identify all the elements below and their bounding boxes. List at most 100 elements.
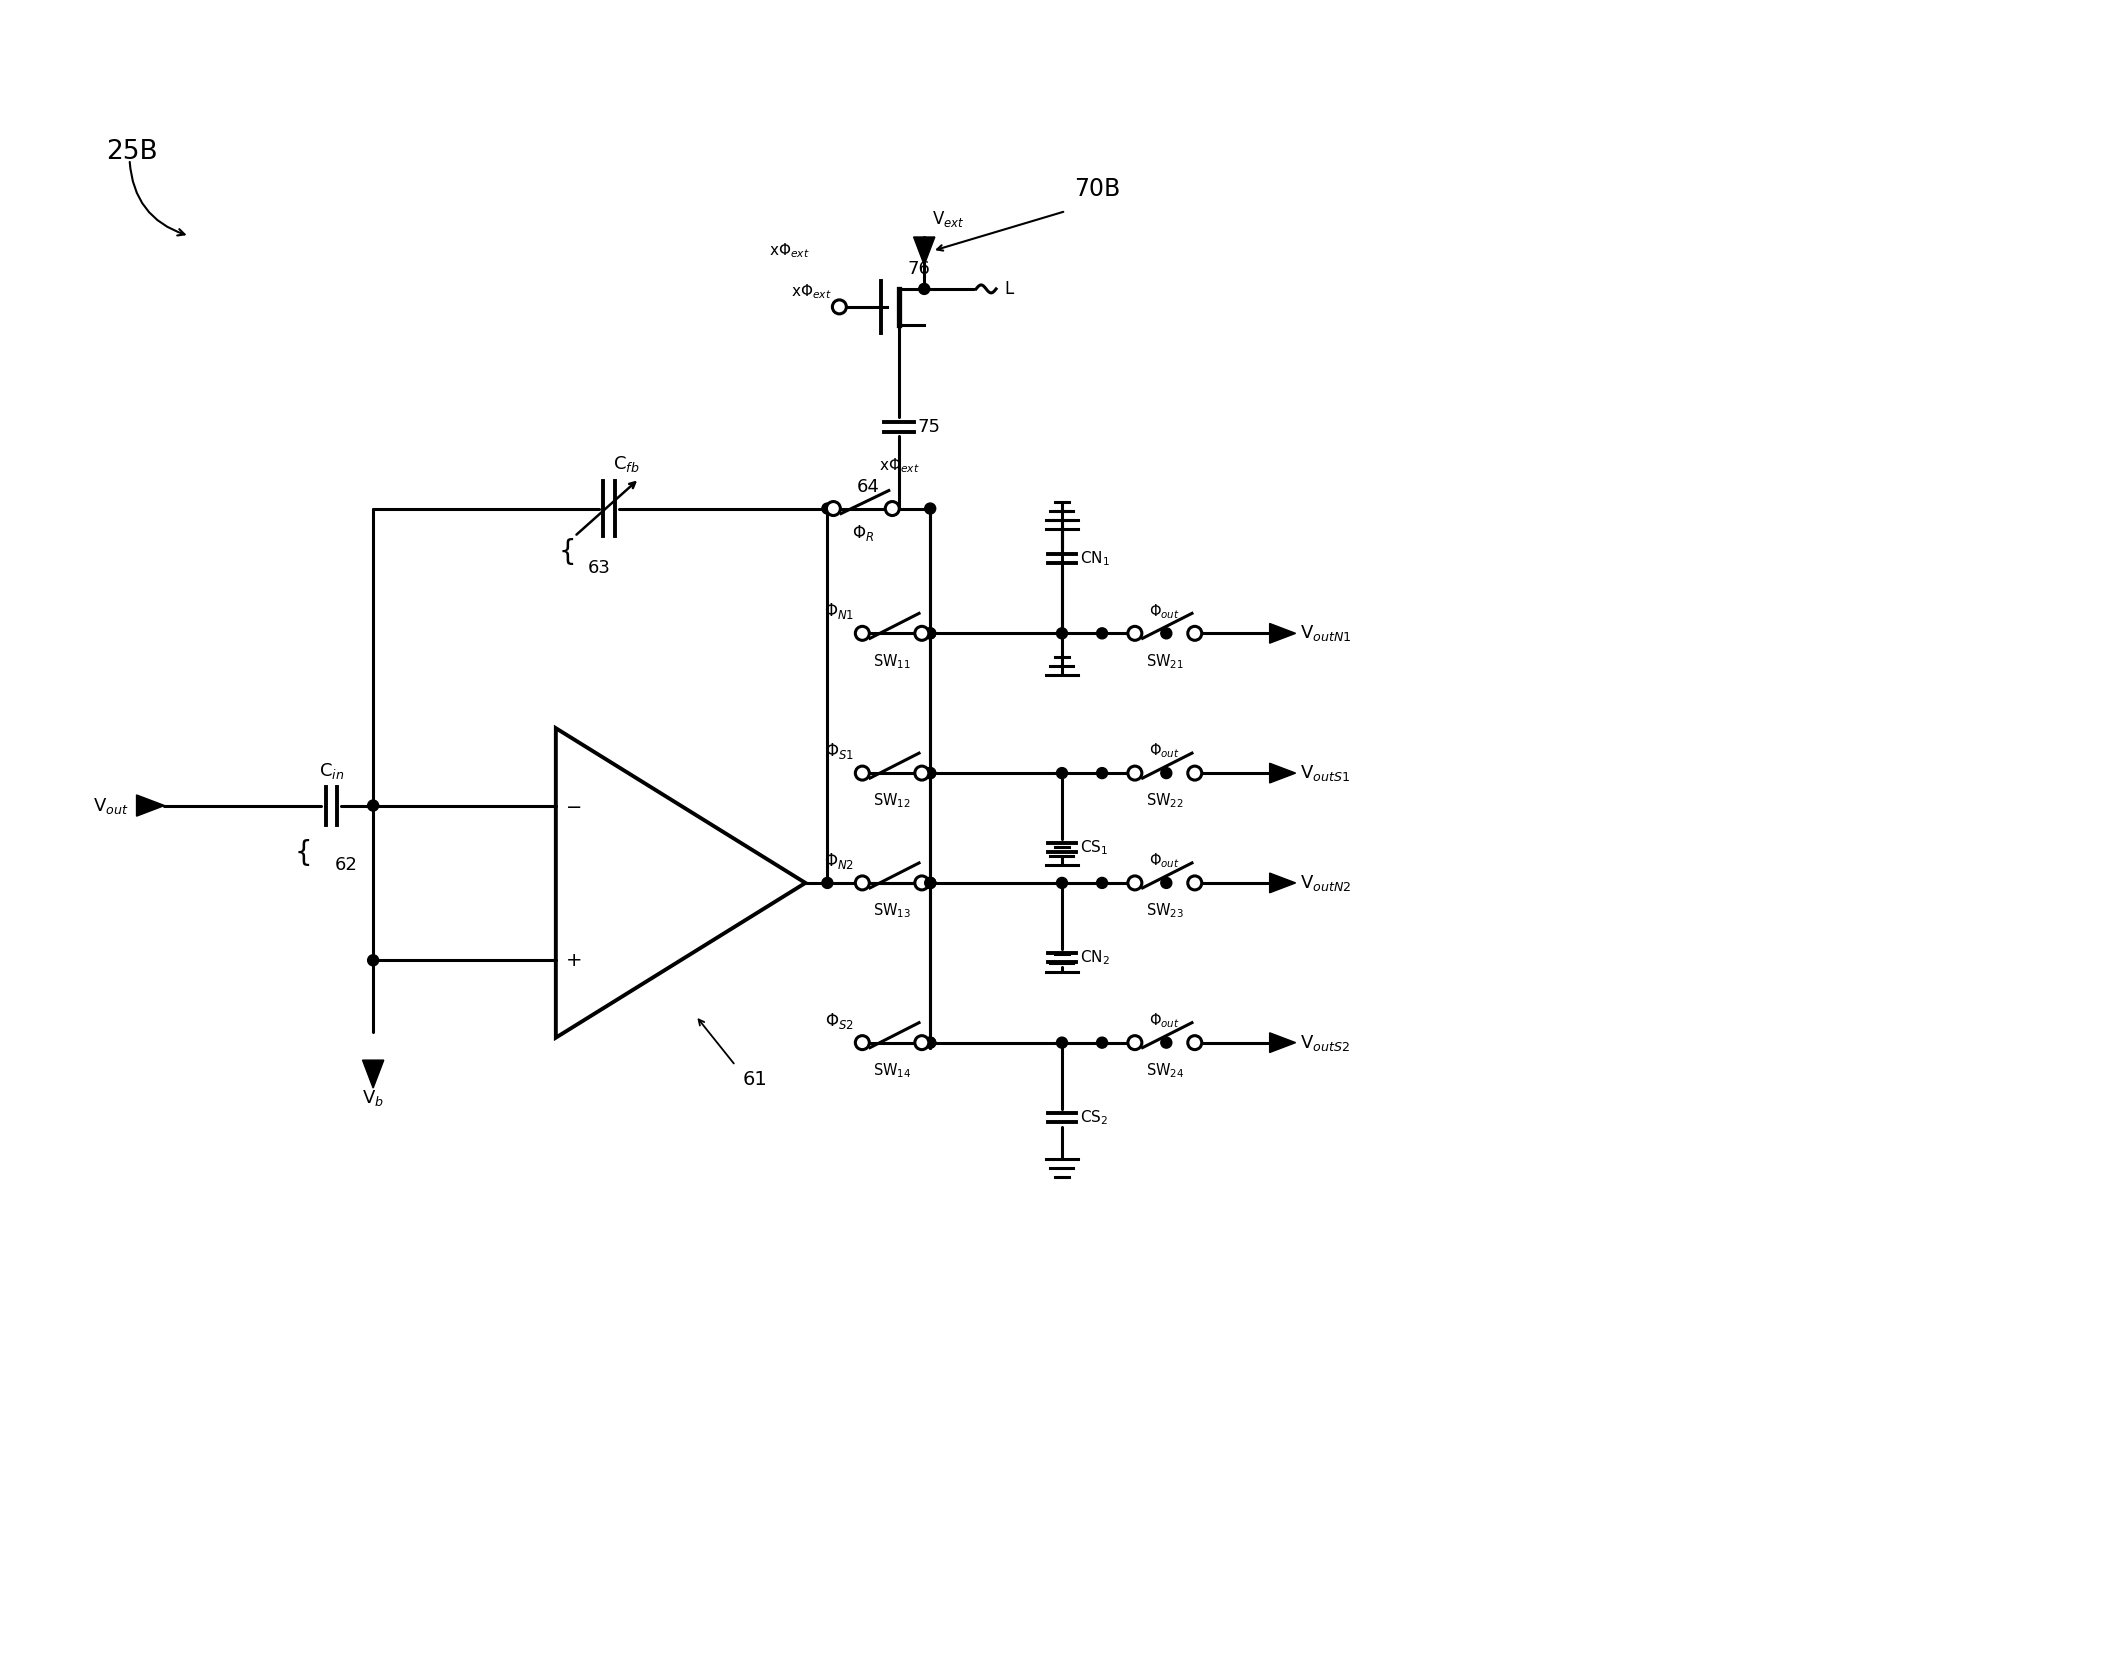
Circle shape: [1188, 767, 1203, 780]
Circle shape: [855, 1036, 869, 1049]
Circle shape: [823, 878, 833, 888]
Text: SW$_{23}$: SW$_{23}$: [1146, 901, 1184, 920]
Text: L: L: [1004, 279, 1013, 298]
Circle shape: [1129, 1036, 1142, 1049]
Circle shape: [924, 502, 935, 514]
Text: 76: 76: [907, 259, 931, 278]
Text: CN$_2$: CN$_2$: [1080, 948, 1110, 968]
Text: CN$_1$: CN$_1$: [1080, 549, 1110, 567]
Text: $\Phi_{N1}$: $\Phi_{N1}$: [825, 602, 855, 622]
Text: {: {: [295, 840, 312, 868]
Circle shape: [924, 1038, 935, 1048]
Circle shape: [1188, 876, 1203, 890]
Text: SW$_{21}$: SW$_{21}$: [1146, 652, 1184, 670]
Text: 75: 75: [918, 417, 941, 436]
Text: SW$_{14}$: SW$_{14}$: [874, 1061, 912, 1079]
Text: SW$_{12}$: SW$_{12}$: [874, 792, 912, 810]
Text: V$_{out}$: V$_{out}$: [93, 795, 129, 815]
Text: $\Phi_{S2}$: $\Phi_{S2}$: [825, 1011, 855, 1031]
Circle shape: [924, 768, 935, 778]
Text: $\Phi_{S1}$: $\Phi_{S1}$: [825, 742, 855, 762]
Circle shape: [916, 767, 928, 780]
Text: SW$_{22}$: SW$_{22}$: [1146, 792, 1184, 810]
Text: 63: 63: [587, 559, 610, 577]
Circle shape: [924, 629, 935, 639]
Circle shape: [916, 627, 928, 640]
Text: C$_{in}$: C$_{in}$: [319, 760, 344, 780]
Circle shape: [1129, 627, 1142, 640]
Circle shape: [924, 878, 935, 888]
Text: CS$_2$: CS$_2$: [1080, 1108, 1108, 1128]
Circle shape: [823, 502, 833, 514]
Text: V$_{outN2}$: V$_{outN2}$: [1300, 873, 1350, 893]
Polygon shape: [137, 795, 165, 817]
Circle shape: [1057, 878, 1068, 888]
Text: SW$_{24}$: SW$_{24}$: [1146, 1061, 1184, 1079]
Text: $\Phi_{out}$: $\Phi_{out}$: [1150, 1011, 1179, 1029]
Circle shape: [855, 767, 869, 780]
Circle shape: [916, 876, 928, 890]
Circle shape: [1097, 878, 1108, 888]
Circle shape: [918, 283, 931, 294]
Circle shape: [855, 627, 869, 640]
Circle shape: [857, 1038, 867, 1048]
Circle shape: [924, 878, 935, 888]
Polygon shape: [1270, 1033, 1296, 1053]
Circle shape: [1097, 629, 1108, 639]
Polygon shape: [914, 238, 935, 264]
Circle shape: [924, 878, 935, 888]
Text: V$_{outN1}$: V$_{outN1}$: [1300, 624, 1350, 644]
Circle shape: [1097, 1038, 1108, 1048]
Text: {: {: [559, 539, 576, 567]
Text: V$_b$: V$_b$: [363, 1088, 384, 1108]
Circle shape: [857, 768, 867, 778]
Text: $\Phi_{out}$: $\Phi_{out}$: [1150, 742, 1179, 760]
Circle shape: [855, 876, 869, 890]
Text: x$\Phi_{ext}$: x$\Phi_{ext}$: [791, 283, 831, 301]
Text: $\Phi_{N2}$: $\Phi_{N2}$: [825, 851, 855, 871]
Circle shape: [886, 502, 899, 516]
Polygon shape: [1270, 763, 1296, 783]
FancyArrowPatch shape: [129, 161, 184, 236]
Circle shape: [857, 878, 867, 888]
Circle shape: [1160, 1038, 1171, 1048]
Text: $\Phi_{out}$: $\Phi_{out}$: [1150, 851, 1179, 870]
Circle shape: [1160, 768, 1171, 778]
Circle shape: [1057, 629, 1068, 639]
Text: 64: 64: [857, 477, 880, 496]
Circle shape: [827, 502, 840, 516]
Text: CS$_1$: CS$_1$: [1080, 838, 1108, 858]
Circle shape: [1097, 768, 1108, 778]
Text: V$_{outS1}$: V$_{outS1}$: [1300, 763, 1350, 783]
Text: x$\Phi_{ext}$: x$\Phi_{ext}$: [768, 241, 810, 261]
Text: 62: 62: [335, 856, 359, 875]
Circle shape: [916, 1036, 928, 1049]
Circle shape: [1188, 627, 1203, 640]
Text: 70B: 70B: [1074, 176, 1120, 201]
Text: $+$: $+$: [565, 951, 580, 970]
Text: 25B: 25B: [108, 140, 158, 165]
Text: 61: 61: [743, 1069, 768, 1089]
Circle shape: [1129, 876, 1142, 890]
Circle shape: [367, 955, 378, 966]
Polygon shape: [1270, 624, 1296, 644]
Circle shape: [924, 629, 935, 639]
Polygon shape: [363, 1059, 384, 1088]
Circle shape: [1188, 1036, 1203, 1049]
Circle shape: [1057, 768, 1068, 778]
Circle shape: [1129, 767, 1142, 780]
Text: $-$: $-$: [565, 797, 580, 815]
Circle shape: [831, 299, 846, 314]
Circle shape: [924, 1038, 935, 1048]
Text: SW$_{13}$: SW$_{13}$: [874, 901, 912, 920]
Text: $\Phi_{out}$: $\Phi_{out}$: [1150, 602, 1179, 620]
Text: SW$_{11}$: SW$_{11}$: [874, 652, 912, 670]
Circle shape: [1057, 1038, 1068, 1048]
Circle shape: [924, 768, 935, 778]
Text: $\Phi_R$: $\Phi_R$: [852, 524, 874, 544]
Circle shape: [367, 800, 378, 812]
Text: C$_{fb}$: C$_{fb}$: [614, 454, 639, 474]
Text: V$_{outS2}$: V$_{outS2}$: [1300, 1033, 1350, 1053]
Circle shape: [1160, 629, 1171, 639]
Circle shape: [1160, 878, 1171, 888]
